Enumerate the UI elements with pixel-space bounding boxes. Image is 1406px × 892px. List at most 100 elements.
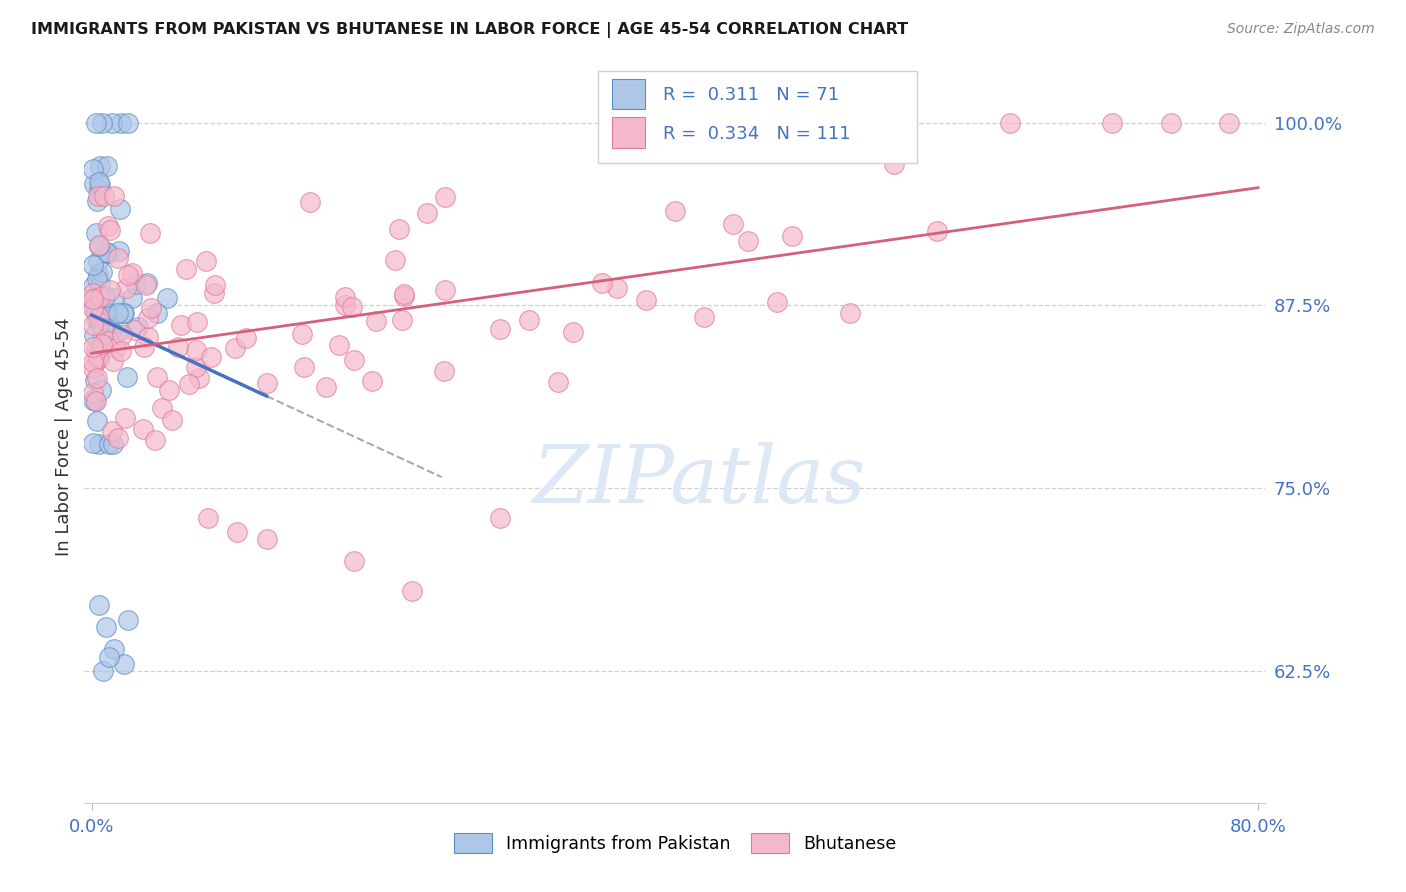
Point <box>333 290 356 304</box>
Point <box>87 437 110 451</box>
Point <box>87 314 110 328</box>
Point <box>1101 115 1123 129</box>
Point <box>156 291 179 305</box>
Point <box>146 370 169 384</box>
Point <box>93 290 115 304</box>
Point <box>82 340 104 354</box>
Point <box>107 251 129 265</box>
Point <box>195 254 218 268</box>
FancyBboxPatch shape <box>612 78 645 110</box>
Point <box>343 352 366 367</box>
Point <box>115 370 138 384</box>
Point <box>82 161 104 176</box>
Point <box>82 386 104 401</box>
Point <box>127 320 149 334</box>
Point <box>98 283 121 297</box>
Point <box>98 649 121 664</box>
Point <box>100 323 122 337</box>
Point <box>101 437 124 451</box>
Point <box>517 313 540 327</box>
Point <box>547 375 569 389</box>
Point <box>87 188 110 202</box>
Point <box>340 300 363 314</box>
Point <box>1160 115 1182 129</box>
Point <box>103 188 125 202</box>
Point <box>90 265 112 279</box>
Point <box>162 413 184 427</box>
Point <box>111 306 134 320</box>
Point <box>87 599 110 613</box>
Point <box>89 289 111 303</box>
Point <box>186 315 208 329</box>
FancyBboxPatch shape <box>598 71 917 163</box>
Legend: Immigrants from Pakistan, Bhutanese: Immigrants from Pakistan, Bhutanese <box>447 826 903 860</box>
Point <box>721 217 744 231</box>
Point <box>87 310 110 325</box>
Point <box>87 175 110 189</box>
Point <box>606 281 628 295</box>
Point <box>96 244 118 259</box>
Point <box>89 316 111 330</box>
Point <box>97 245 120 260</box>
Point <box>104 341 127 355</box>
Point <box>93 188 115 202</box>
Point <box>117 613 139 627</box>
Point <box>693 310 716 324</box>
Point <box>335 298 357 312</box>
Point <box>136 277 159 291</box>
Point <box>82 393 104 408</box>
Point <box>100 424 122 438</box>
Point <box>139 227 162 241</box>
Point <box>174 262 197 277</box>
Point <box>108 322 131 336</box>
Point <box>84 306 107 320</box>
Point <box>124 323 146 337</box>
Point <box>86 414 108 428</box>
Point <box>98 334 121 348</box>
Point <box>143 433 166 447</box>
Point <box>343 554 366 568</box>
Point <box>86 353 108 368</box>
Point <box>91 664 114 678</box>
Point <box>89 278 111 293</box>
Point <box>256 376 278 390</box>
Point <box>107 431 129 445</box>
Point <box>86 314 108 328</box>
Point <box>110 115 132 129</box>
Text: R =  0.334   N = 111: R = 0.334 N = 111 <box>664 125 851 143</box>
Point <box>226 525 249 540</box>
Text: ZIPatlas: ZIPatlas <box>531 442 865 520</box>
Y-axis label: In Labor Force | Age 45-54: In Labor Force | Age 45-54 <box>55 318 73 557</box>
Point <box>107 306 129 320</box>
Point <box>82 292 104 306</box>
Point <box>121 266 143 280</box>
Point <box>96 304 118 318</box>
Point <box>90 115 112 129</box>
Point <box>132 422 155 436</box>
Point <box>112 306 135 320</box>
Point <box>83 328 105 343</box>
Text: R =  0.311   N = 71: R = 0.311 N = 71 <box>664 87 839 104</box>
Point <box>82 279 104 293</box>
Point <box>103 354 125 368</box>
Point <box>83 178 105 192</box>
Point <box>90 383 112 397</box>
Point <box>184 359 207 374</box>
Point <box>591 276 613 290</box>
Point <box>97 321 120 335</box>
Point <box>87 351 110 366</box>
Point <box>256 533 278 547</box>
Point <box>1218 115 1240 129</box>
Point <box>416 206 439 220</box>
Point <box>125 277 148 291</box>
Point <box>111 327 134 342</box>
Point <box>434 283 457 297</box>
Point <box>86 393 108 408</box>
Point <box>202 286 225 301</box>
Point <box>186 343 208 358</box>
Point <box>401 583 423 598</box>
Point <box>291 327 314 342</box>
Point <box>1000 115 1022 129</box>
Point <box>204 277 226 292</box>
Point <box>188 371 211 385</box>
